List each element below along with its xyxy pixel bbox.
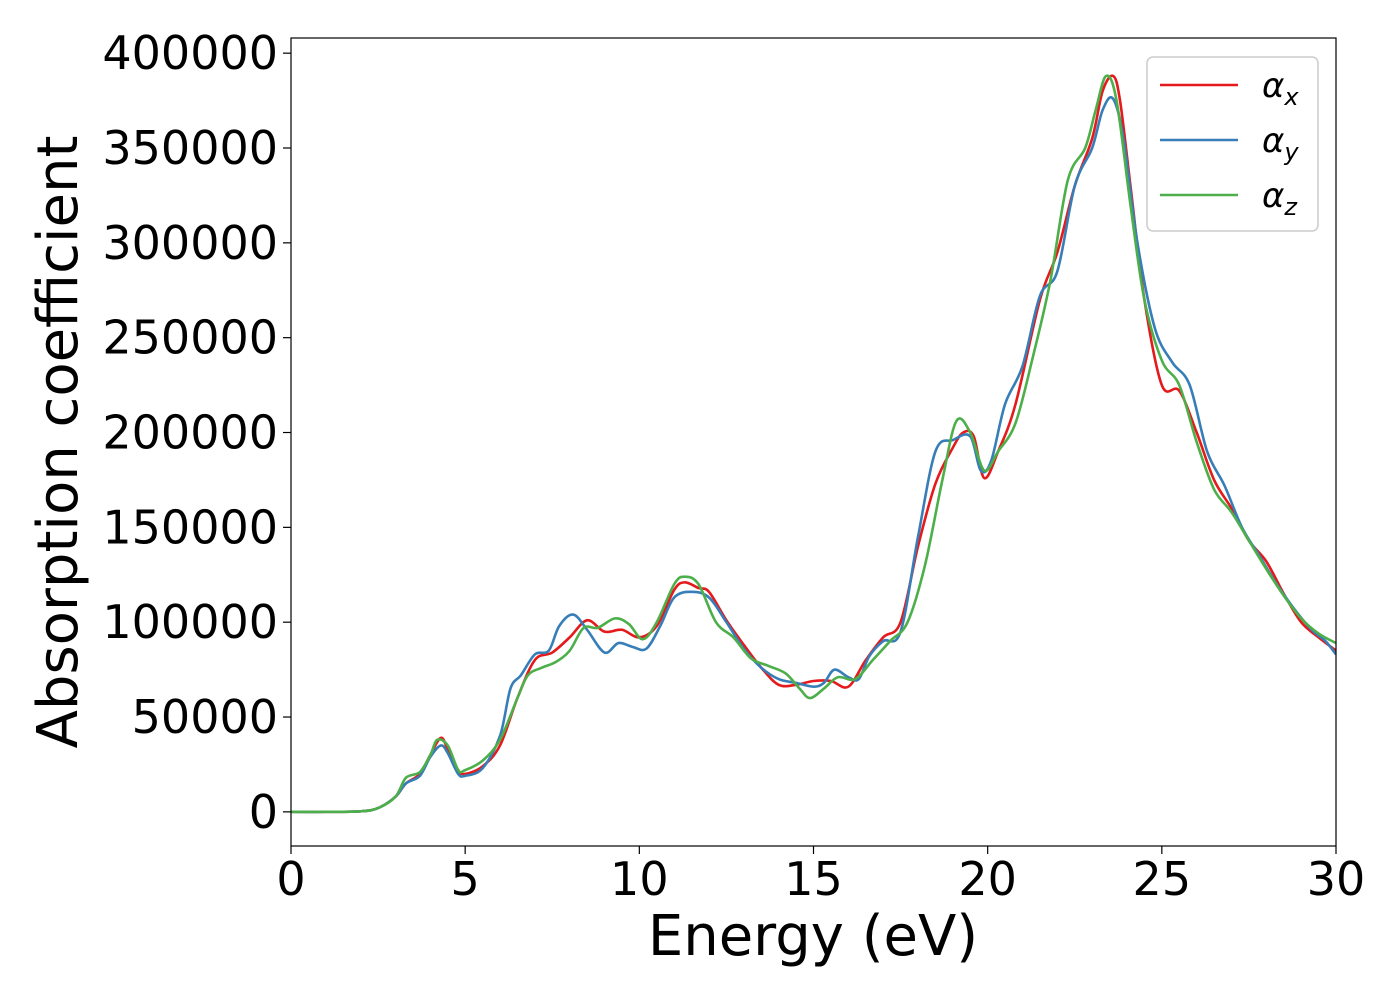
x-tick-label: 20: [958, 852, 1017, 906]
y-tick-label: 350000: [102, 121, 278, 175]
x-tick-label: 25: [1133, 852, 1192, 906]
x-tick-label: 30: [1307, 852, 1366, 906]
y-tick-label: 300000: [102, 216, 278, 270]
legend-frame: [1146, 56, 1319, 232]
y-tick-label: 0: [249, 785, 278, 839]
y-tick-label: 250000: [102, 311, 278, 365]
series-line-y: [291, 96, 1336, 814]
y-axis-label: Absorption coefficient: [26, 136, 91, 749]
x-tick-label: 5: [451, 852, 480, 906]
x-tick-label: 10: [610, 852, 669, 906]
y-tick-label: 100000: [102, 595, 278, 649]
x-tick-label: 0: [276, 852, 305, 906]
y-tick-label: 150000: [102, 500, 278, 554]
x-axis-ticks: 0 5 10 15 20 25 30: [276, 846, 1365, 906]
series-line-z: [291, 74, 1336, 814]
y-tick-label: 50000: [132, 690, 278, 744]
x-tick-label: 15: [784, 852, 843, 906]
y-tick-label: 400000: [102, 26, 278, 80]
y-tick-label: 200000: [102, 406, 278, 460]
y-axis-ticks: 0 50000 100000 150000 200000 250000 300000 3500…: [102, 26, 291, 839]
series-layer: [291, 74, 1336, 814]
x-axis-label: Energy (eV): [648, 904, 978, 969]
